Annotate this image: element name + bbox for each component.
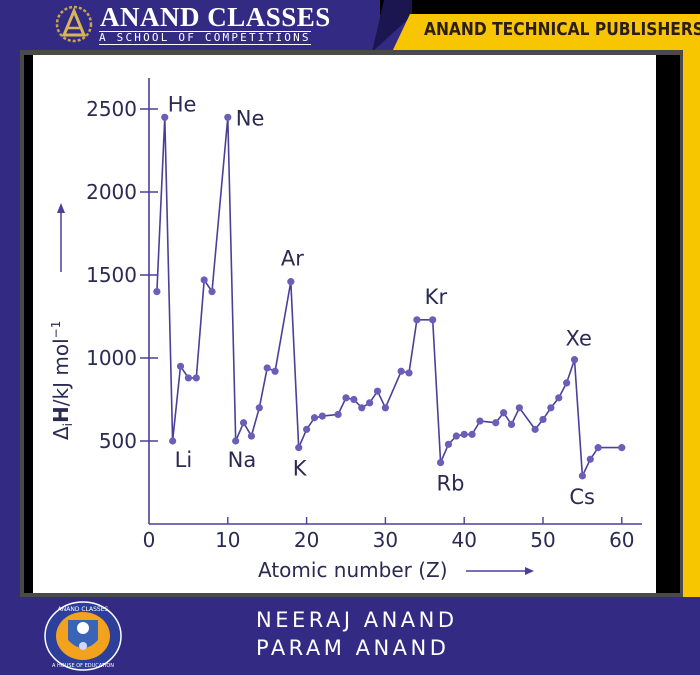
- author-name-2: PARAM ANAND: [256, 636, 450, 660]
- element-label-cs: Cs: [569, 485, 595, 509]
- data-point-marker: [366, 399, 374, 407]
- data-point-marker: [287, 278, 295, 286]
- x-tick-label: 60: [609, 528, 634, 552]
- data-point-marker: [570, 356, 579, 364]
- data-point-marker: [271, 367, 279, 375]
- right-accent-stripe: [683, 40, 700, 600]
- data-point-marker: [444, 440, 453, 448]
- laurel-logo-icon: [55, 5, 93, 43]
- x-tick-label: 50: [530, 528, 555, 552]
- data-point-marker: [247, 432, 256, 440]
- x-tick-label: 30: [373, 528, 398, 552]
- data-point-marker: [358, 404, 366, 412]
- brand-subtitle: A SCHOOL OF COMPETITIONS: [99, 31, 311, 45]
- data-point-marker: [555, 394, 563, 402]
- y-tick-label: 2000: [86, 180, 137, 204]
- data-point-marker: [507, 420, 516, 428]
- publisher-tab: [392, 14, 700, 52]
- data-point-marker: [397, 367, 405, 375]
- data-point-marker: [429, 316, 437, 324]
- element-label-li: Li: [175, 448, 193, 472]
- svg-text:ANAND CLASSES: ANAND CLASSES: [58, 606, 109, 613]
- frame-shadow-left: [24, 55, 33, 593]
- data-point-marker: [334, 410, 342, 419]
- data-point-marker: [618, 444, 626, 452]
- data-point-marker: [413, 316, 421, 324]
- data-point-marker: [350, 395, 358, 404]
- anand-classes-crest-icon: ANAND CLASSES A HOUSE OF EDUCATION: [44, 601, 122, 671]
- x-tick-label: 0: [143, 528, 156, 552]
- data-point-marker: [208, 288, 216, 296]
- svg-text:A HOUSE OF EDUCATION: A HOUSE OF EDUCATION: [52, 663, 114, 669]
- data-point-marker: [373, 387, 382, 395]
- element-label-ne: Ne: [236, 106, 265, 130]
- brand-title: ANAND CLASSES: [100, 2, 331, 32]
- data-point-marker: [255, 404, 263, 412]
- data-point-marker: [515, 404, 523, 412]
- element-label-ar: Ar: [281, 247, 304, 271]
- chart-series: [153, 113, 626, 480]
- data-point-marker: [500, 409, 508, 417]
- element-label-rb: Rb: [437, 472, 465, 496]
- data-point-marker: [436, 458, 445, 467]
- data-point-marker: [381, 404, 389, 412]
- data-point-marker: [184, 374, 192, 382]
- data-point-marker: [452, 432, 460, 440]
- x-tick-label: 20: [294, 528, 319, 552]
- element-label-na: Na: [228, 448, 257, 472]
- data-point-marker: [563, 379, 571, 387]
- data-point-marker: [295, 444, 303, 452]
- data-point-marker: [492, 419, 500, 427]
- data-point-marker: [476, 417, 484, 425]
- data-point-marker: [232, 437, 240, 445]
- data-point-marker: [468, 430, 476, 438]
- data-point-marker: [176, 362, 185, 370]
- x-axis-label: Atomic number (Z): [258, 558, 448, 582]
- data-point-marker: [531, 425, 539, 433]
- data-point-marker: [263, 364, 271, 372]
- y-axis-arrowhead-icon: [57, 203, 65, 213]
- x-tick-label: 40: [451, 528, 476, 552]
- data-point-marker: [547, 404, 555, 412]
- data-point-marker: [303, 425, 311, 433]
- chart-axes: 500 1000 1500 2000 2500 0 10 20 30 40 50 60: [86, 78, 642, 552]
- data-point-marker: [539, 415, 547, 424]
- data-point-marker: [460, 430, 468, 438]
- element-label-kr: Kr: [425, 285, 448, 309]
- data-point-marker: [310, 414, 319, 422]
- chart-panel: [33, 55, 656, 593]
- chart-annotations: He Ne Li Na Ar K Kr Rb Xe Cs: [168, 92, 595, 509]
- publisher-title: ANAND TECHNICAL PUBLISHERS: [424, 19, 700, 40]
- y-tick-label: 1000: [86, 346, 137, 370]
- data-point-marker: [318, 412, 326, 420]
- data-point-marker: [153, 288, 161, 296]
- y-tick-label: 500: [99, 429, 137, 453]
- data-point-marker: [342, 394, 350, 402]
- data-point-marker: [586, 455, 594, 463]
- y-axis-label: ΔiH/kJ mol−1: [49, 321, 75, 440]
- author-name-1: NEERAJ ANAND: [256, 608, 458, 632]
- data-point-marker: [239, 419, 248, 427]
- frame-shadow-right: [656, 55, 680, 593]
- element-label-k: K: [293, 457, 308, 481]
- axis-titles: Atomic number (Z) ΔiH/kJ mol−1: [49, 203, 534, 582]
- element-label-xe: Xe: [566, 327, 592, 351]
- x-tick-label: 10: [215, 528, 240, 552]
- data-point-marker: [578, 472, 587, 480]
- y-tick-label: 1500: [86, 263, 137, 287]
- series-line: [156, 116, 622, 477]
- data-point-marker: [169, 437, 177, 445]
- element-label-he: He: [168, 92, 197, 116]
- data-point-marker: [192, 374, 200, 382]
- data-point-marker: [224, 113, 232, 121]
- y-tick-label: 2500: [86, 97, 137, 121]
- data-point-marker: [161, 113, 169, 121]
- data-point-marker: [594, 444, 602, 452]
- header-dark-strip: [380, 0, 700, 15]
- data-point-marker: [405, 369, 413, 377]
- data-point-marker: [200, 276, 208, 284]
- x-axis-arrowhead-icon: [525, 567, 534, 575]
